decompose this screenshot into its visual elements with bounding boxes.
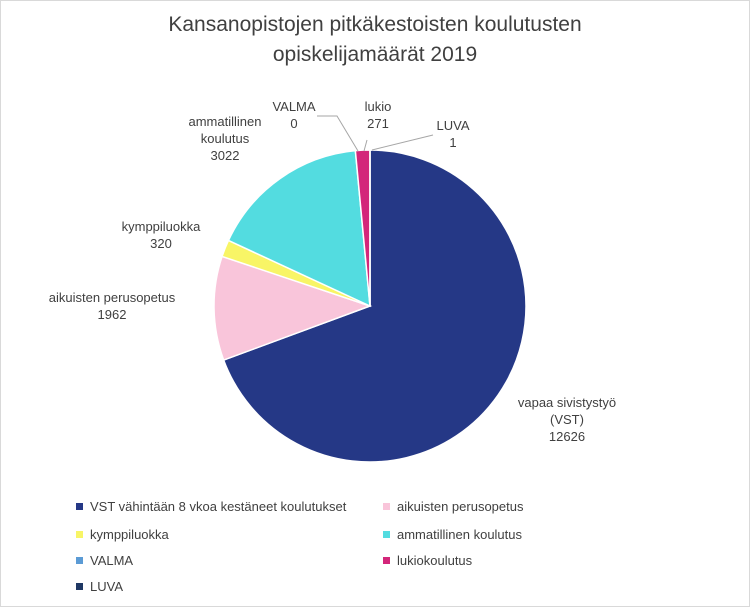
pie-slice-vst bbox=[222, 149, 527, 463]
legend-swatch bbox=[383, 503, 390, 510]
legend-label: lukiokoulutus bbox=[397, 553, 473, 568]
legend-item: VALMA bbox=[76, 553, 133, 568]
pie-slices bbox=[213, 149, 527, 463]
pie-slice-ammatillinen bbox=[227, 149, 371, 308]
legend-swatch bbox=[76, 557, 83, 564]
legend-swatch bbox=[76, 531, 83, 538]
data-label-luva: LUVA 1 bbox=[437, 118, 470, 150]
leader-line-valma bbox=[317, 115, 359, 152]
data-label-kymppi: kymppiluokka 320 bbox=[122, 219, 202, 251]
legend-label: kymppiluokka bbox=[90, 527, 169, 542]
legend-swatch bbox=[76, 503, 83, 510]
legend-item: aikuisten perusopetus bbox=[383, 499, 523, 514]
legend-item: LUVA bbox=[76, 579, 123, 594]
legend-label: VALMA bbox=[90, 553, 134, 568]
data-label-vst: vapaa sivistystyö (VST) 12626 bbox=[518, 395, 616, 444]
legend-swatch bbox=[383, 531, 390, 538]
legend-swatch bbox=[76, 583, 83, 590]
pie-slice-aikuisten bbox=[213, 255, 373, 362]
chart-title-line-2: opiskelijamäärät 2019 bbox=[272, 43, 478, 66]
data-label-lukio: lukio 271 bbox=[365, 99, 392, 131]
leader-line-luva bbox=[371, 134, 434, 151]
chart-title-line-1: Kansanopistojen pitkäkestoisten koulutus… bbox=[168, 13, 582, 36]
legend-swatch bbox=[383, 557, 390, 564]
legend-item: VST vähintään 8 vkoa kestäneet koulutuks… bbox=[76, 499, 346, 514]
legend-item: lukiokoulutus bbox=[383, 553, 472, 568]
data-label-valma: VALMA 0 bbox=[272, 99, 315, 131]
data-label-ammatillinen: ammatillinen koulutus 3022 bbox=[189, 114, 262, 163]
data-label-aikuisten: aikuisten perusopetus 1962 bbox=[49, 290, 176, 322]
legend-item: ammatillinen koulutus bbox=[383, 527, 522, 542]
chart-title: Kansanopistojen pitkäkestoisten koulutus… bbox=[0, 10, 750, 70]
legend-label: ammatillinen koulutus bbox=[397, 527, 523, 542]
leader-line-lukio bbox=[363, 139, 368, 152]
legend-label: LUVA bbox=[90, 579, 123, 594]
legend-label: VST vähintään 8 vkoa kestäneet koulutuks… bbox=[90, 499, 347, 514]
legend-item: kymppiluokka bbox=[76, 527, 169, 542]
legend-label: aikuisten perusopetus bbox=[397, 499, 524, 514]
data-labels: vapaa sivistystyö (VST) 12626 aikuisten per… bbox=[49, 99, 616, 444]
leader-lines bbox=[317, 115, 434, 152]
